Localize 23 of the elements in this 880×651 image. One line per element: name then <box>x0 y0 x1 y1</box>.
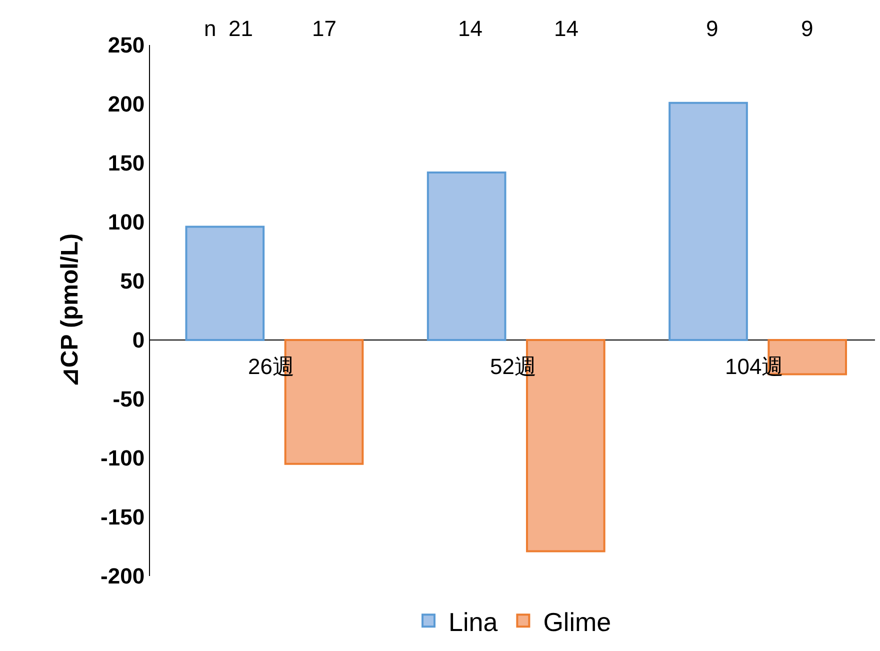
text: 9 <box>801 16 814 41</box>
text: 14 <box>458 16 482 41</box>
y-tick-label: -100 <box>100 446 145 471</box>
legend-label: Glime <box>543 606 612 637</box>
x-tick-label: 104週 <box>725 354 784 379</box>
y-tick-label: -200 <box>100 564 145 589</box>
bar <box>426 171 506 341</box>
y-tick-label: 150 <box>108 150 145 176</box>
text: 9 <box>706 16 718 41</box>
text: 14 <box>554 16 578 41</box>
bar <box>668 102 748 341</box>
y-tick-label: -50 <box>112 386 145 412</box>
y-tick-label: 200 <box>108 92 145 117</box>
y-tick-label: -150 <box>100 504 145 530</box>
legend-label: Lina <box>448 606 498 637</box>
text: n 21 <box>204 16 253 41</box>
y-tick-label: 250 <box>108 32 145 58</box>
y-axis-title: ⊿CP (pmol/L) <box>56 233 84 388</box>
text: 17 <box>312 16 336 41</box>
y-tick-label: 100 <box>108 210 145 235</box>
y-tick-label: 50 <box>120 268 145 294</box>
y-tick-label: 0 <box>132 328 145 353</box>
bar <box>185 226 265 341</box>
